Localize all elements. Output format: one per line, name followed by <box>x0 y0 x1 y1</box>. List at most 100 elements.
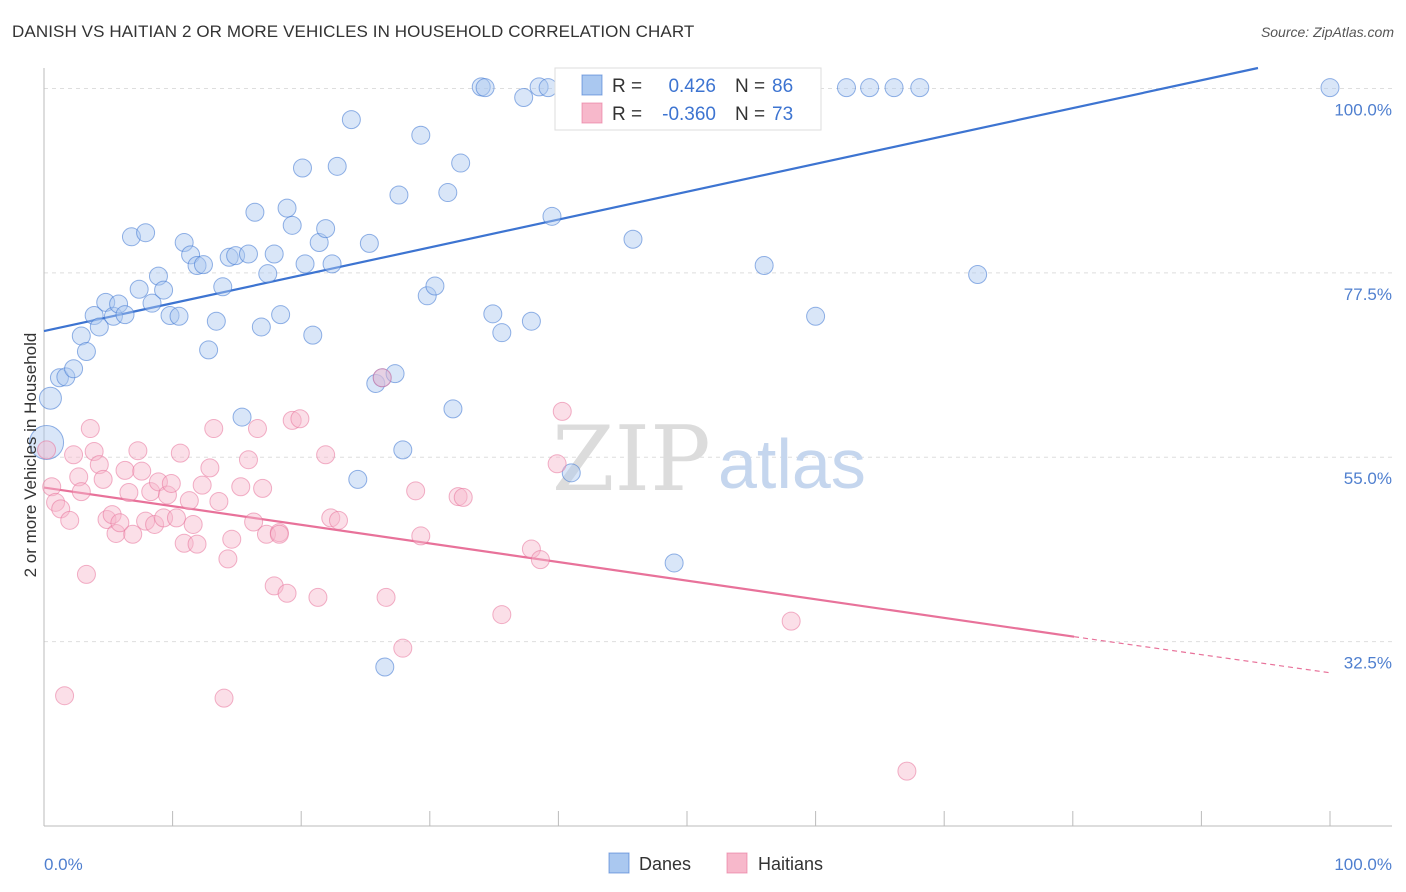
point-danes <box>389 185 409 205</box>
point-danes <box>664 553 684 573</box>
point-danes <box>806 306 826 326</box>
point-haitians <box>231 477 251 497</box>
point-haitians <box>80 419 100 439</box>
y-tick-label: 77.5% <box>1344 285 1392 304</box>
point-haitians <box>93 469 113 489</box>
gridlines <box>44 87 1392 643</box>
point-danes <box>514 88 534 108</box>
point-danes <box>193 255 213 275</box>
point-danes <box>238 244 258 264</box>
point-haitians <box>204 419 224 439</box>
point-haitians <box>393 638 413 658</box>
point-danes <box>89 317 109 337</box>
source-note: Source: ZipAtlas.com <box>1260 24 1394 40</box>
point-danes <box>84 305 104 325</box>
point-haitians <box>781 611 801 631</box>
point-danes <box>169 306 189 326</box>
point-haitians <box>328 510 348 530</box>
trend-line-dashed-haitians <box>1074 636 1331 674</box>
point-haitians <box>76 564 96 584</box>
point-haitians <box>166 508 186 528</box>
point-danes <box>375 657 395 677</box>
point-danes <box>142 293 162 313</box>
point-danes <box>443 399 463 419</box>
point-danes <box>359 233 379 253</box>
point-danes <box>910 78 930 98</box>
legend-n-label-danes: N = <box>735 76 765 97</box>
point-haitians <box>316 445 336 465</box>
point-haitians <box>448 487 468 507</box>
point-danes <box>282 215 302 235</box>
point-danes <box>1320 78 1340 98</box>
point-haitians <box>55 686 75 706</box>
point-haitians <box>64 445 84 465</box>
point-haitians <box>71 482 91 502</box>
point-danes <box>968 265 988 285</box>
point-danes <box>76 342 96 362</box>
point-haitians <box>183 514 203 534</box>
trend-lines <box>43 66 1331 674</box>
axes <box>43 68 1392 827</box>
point-danes <box>38 386 62 410</box>
point-haitians <box>552 401 572 421</box>
legend-n-value-haitians: 73 <box>772 104 793 125</box>
point-danes <box>109 294 129 314</box>
bottom-legend-label-haitians: Haitians <box>758 854 823 874</box>
point-danes <box>348 469 368 489</box>
point-haitians <box>179 491 199 511</box>
point-danes <box>295 254 315 274</box>
legend-n-label-haitians: N = <box>735 104 765 125</box>
point-haitians <box>247 419 267 439</box>
point-danes <box>327 156 347 176</box>
point-haitians <box>69 467 89 487</box>
point-haitians <box>372 368 392 388</box>
point-haitians <box>238 450 258 470</box>
point-danes <box>322 254 342 274</box>
point-danes <box>49 368 69 388</box>
point-danes <box>538 78 558 98</box>
point-haitians <box>119 482 139 502</box>
point-danes <box>303 325 323 345</box>
point-haitians <box>530 550 550 570</box>
y-tick-labels: 32.5% 55.0% 77.5% 100.0% <box>1334 100 1392 672</box>
point-danes <box>411 125 431 145</box>
point-danes <box>277 198 297 218</box>
point-danes <box>181 245 201 265</box>
point-haitians <box>547 454 567 474</box>
point-danes <box>251 317 271 337</box>
point-danes <box>521 311 541 331</box>
point-haitians <box>277 583 297 603</box>
legend-top: R = 0.426 N = 86 R = -0.360 N = 73 <box>554 67 822 131</box>
point-danes <box>492 323 512 343</box>
point-danes <box>199 340 219 360</box>
legend-swatch-danes <box>581 74 603 96</box>
point-haitians <box>187 534 207 554</box>
point-haitians <box>42 477 62 497</box>
point-danes <box>219 247 239 267</box>
y-axis-label: 2 or more Vehicles in Household <box>21 333 40 578</box>
y-tick-label: 32.5% <box>1344 654 1392 673</box>
point-danes <box>121 227 141 247</box>
point-haitians <box>218 549 238 569</box>
point-danes <box>860 78 880 98</box>
point-danes <box>483 304 503 324</box>
point-haitians <box>321 508 341 528</box>
y-tick-label: 55.0% <box>1344 469 1392 488</box>
point-haitians <box>102 505 122 525</box>
point-danes <box>836 78 856 98</box>
legend-r-label-danes: R = <box>612 76 642 97</box>
point-haitians <box>200 458 220 478</box>
trend-line-danes <box>43 66 1259 333</box>
point-haitians <box>214 688 234 708</box>
chart-title: DANISH VS HAITIAN 2 OR MORE VEHICLES IN … <box>12 22 695 41</box>
point-haitians <box>192 475 212 495</box>
watermark-zip: ZIP <box>552 407 711 512</box>
legend-r-label-haitians: R = <box>612 104 642 125</box>
point-haitians <box>244 512 264 532</box>
point-danes <box>213 277 233 297</box>
point-haitians <box>492 605 512 625</box>
point-haitians <box>308 587 328 607</box>
point-haitians <box>269 524 289 544</box>
point-haitians <box>411 526 431 546</box>
